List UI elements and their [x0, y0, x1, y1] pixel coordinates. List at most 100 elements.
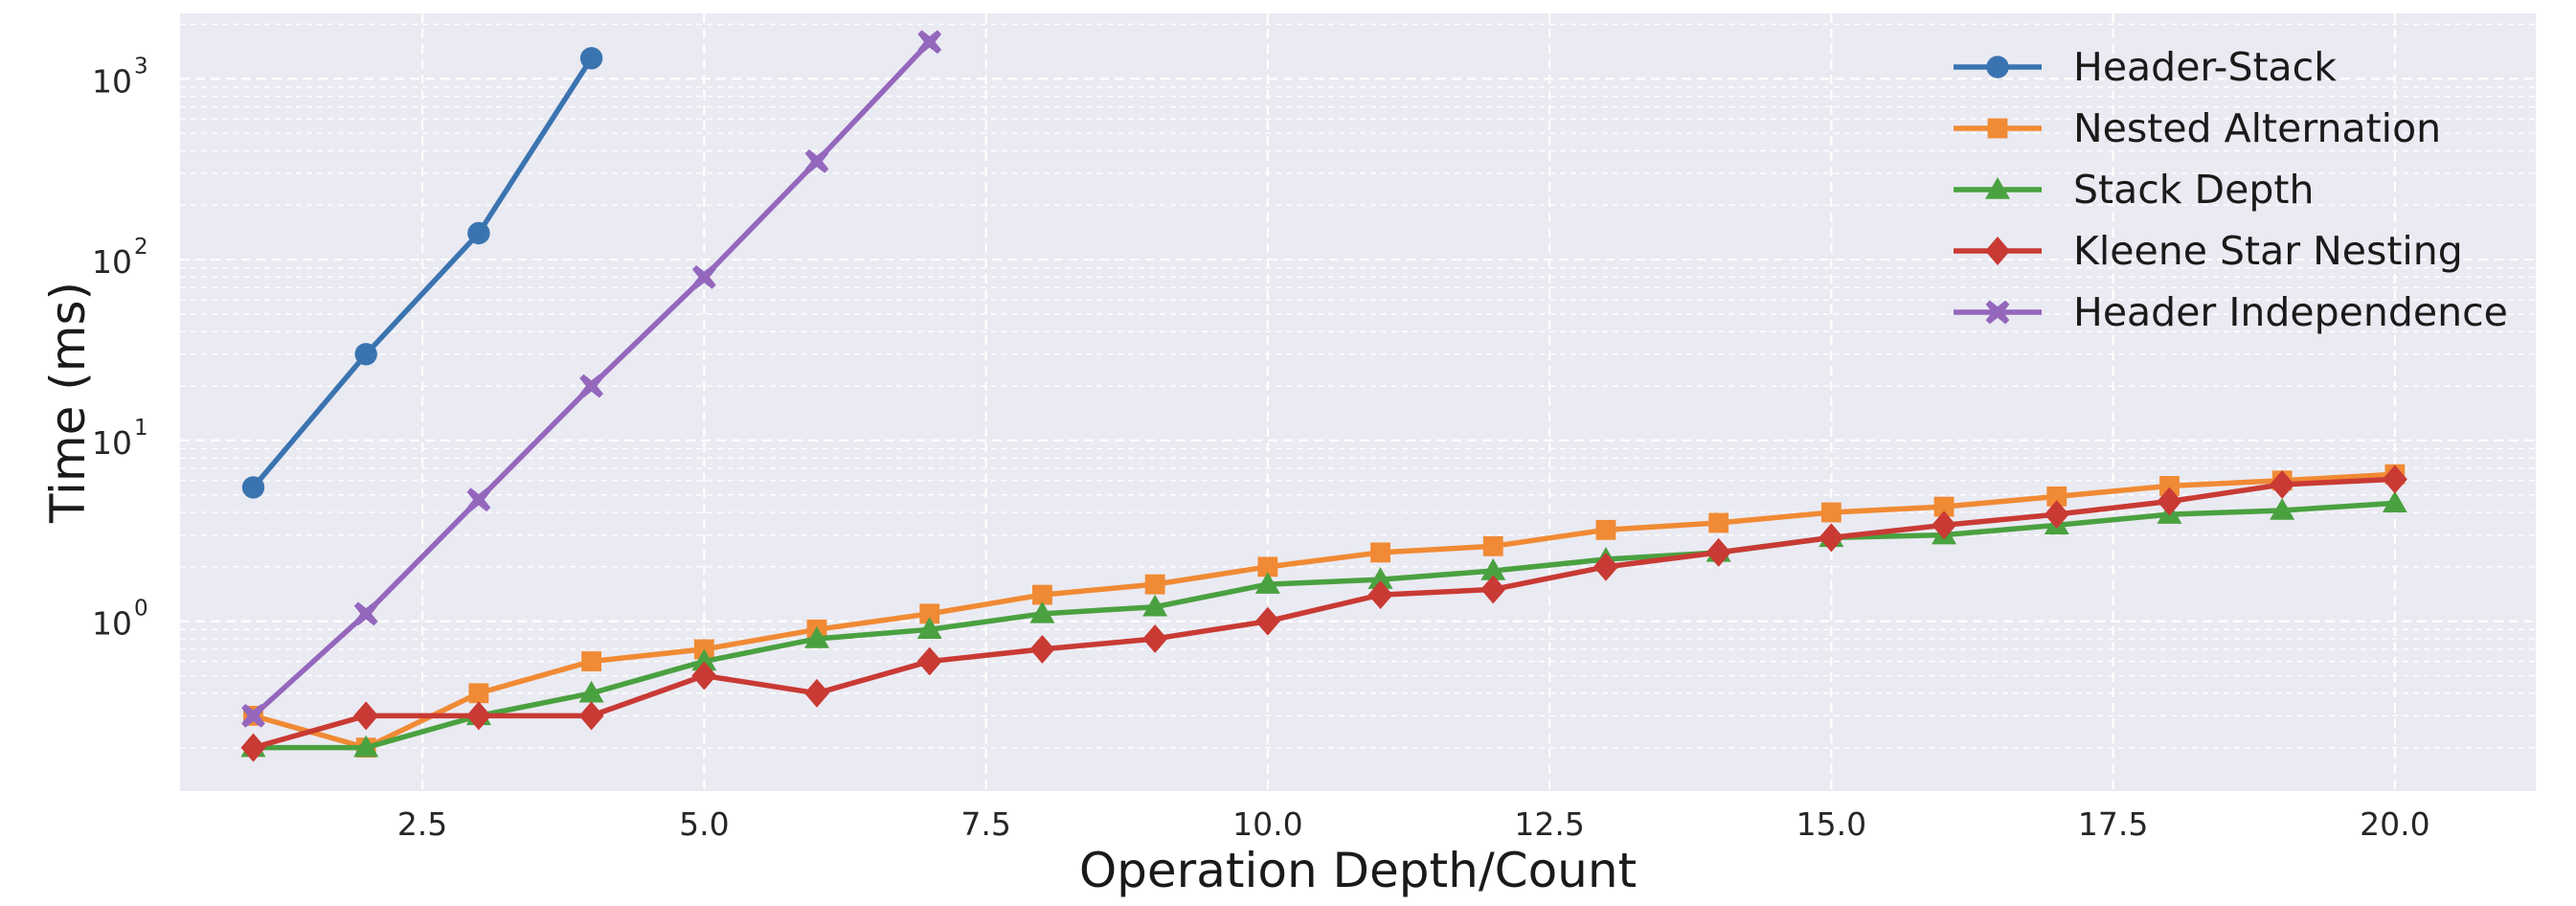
- data-point: [691, 661, 717, 691]
- data-point: [1144, 574, 1165, 595]
- data-point: [1029, 600, 1055, 623]
- data-point: [1482, 535, 1503, 556]
- legend-marker: [1985, 177, 2010, 199]
- legend-label: Header-Stack: [2073, 44, 2337, 90]
- data-point: [354, 343, 377, 366]
- x-tick-label: 15.0: [1796, 805, 1866, 843]
- series-header-stack: [241, 47, 603, 499]
- x-axis-label: Operation Depth/Count: [1079, 843, 1637, 898]
- legend: Header-Stack Nested Alternation Stack Dept…: [1954, 44, 2508, 335]
- x-tick-labels: 2.5 5.0 7.5 10.0 12.5 15.0 17.5 20.0: [397, 805, 2430, 843]
- data-point: [2382, 464, 2407, 494]
- legend-marker: [1986, 56, 2009, 79]
- data-point: [579, 374, 603, 398]
- data-point: [1819, 523, 1844, 553]
- y-axis-label: Time (ms): [40, 282, 96, 524]
- major-grid: [180, 13, 2536, 791]
- y-tick-label: 10 3: [92, 54, 148, 100]
- data-point: [2159, 476, 2180, 496]
- legend-item: Header-Stack: [1954, 44, 2337, 90]
- data-point: [468, 683, 489, 704]
- data-point: [2270, 470, 2295, 499]
- series-header-independence: [241, 30, 942, 728]
- data-point: [1706, 537, 1731, 567]
- data-point: [353, 601, 378, 626]
- data-point: [1367, 567, 1393, 589]
- legend-item: Nested Alternation: [1954, 105, 2441, 151]
- data-point: [2046, 486, 2068, 507]
- data-point: [919, 603, 940, 624]
- data-point: [241, 704, 265, 728]
- data-point: [578, 680, 604, 703]
- data-point: [1257, 556, 1278, 578]
- data-point: [353, 735, 379, 758]
- x-tick-label: 7.5: [960, 805, 1010, 843]
- legend-item: Header Independence: [1954, 289, 2508, 335]
- data-point: [1367, 580, 1393, 610]
- data-point: [1595, 519, 1616, 540]
- legend-marker: [1985, 237, 2010, 265]
- data-point: [1254, 606, 1280, 636]
- data-point: [2382, 490, 2407, 513]
- data-point: [1142, 594, 1168, 617]
- data-point: [804, 678, 830, 708]
- series-kleene-star-nesting: [240, 464, 2407, 762]
- series-line: [250, 476, 2398, 751]
- data-point: [1820, 502, 1842, 523]
- data-point: [1370, 542, 1390, 563]
- legend-marker: [1985, 300, 2010, 325]
- legend-item: Stack Depth: [1954, 167, 2314, 213]
- series-line: [250, 500, 2398, 751]
- data-point: [578, 701, 604, 731]
- x-tick-label: 12.5: [1514, 805, 1584, 843]
- data-point: [1708, 512, 1729, 533]
- data-point: [579, 47, 603, 70]
- y-tick-exponent: 0: [134, 597, 148, 622]
- y-tick-exponent: 1: [134, 416, 148, 441]
- y-tick-exponent: 3: [134, 54, 148, 79]
- minor-grid: [180, 23, 2536, 749]
- data-point: [2157, 487, 2182, 516]
- data-point: [691, 265, 716, 289]
- data-point: [917, 30, 942, 55]
- y-tick-base: 10: [92, 243, 132, 281]
- data-point: [1480, 558, 1506, 580]
- data-point: [804, 625, 830, 648]
- data-point: [1032, 584, 1052, 605]
- legend-label: Stack Depth: [2073, 167, 2314, 213]
- x-tick-label: 17.5: [2078, 805, 2148, 843]
- data-point: [241, 476, 265, 499]
- legend-item: Kleene Star Nesting: [1954, 228, 2463, 274]
- y-tick-label: 10 2: [92, 235, 148, 281]
- y-tick-base: 10: [92, 62, 132, 100]
- data-point: [467, 221, 490, 245]
- data-point: [804, 149, 829, 173]
- legend-label: Nested Alternation: [2073, 105, 2441, 151]
- data-point: [1932, 510, 1957, 540]
- data-point: [1933, 496, 1955, 517]
- series-line: [250, 471, 2398, 751]
- data-point: [1593, 552, 1618, 581]
- legend-label: Kleene Star Nesting: [2073, 228, 2463, 274]
- x-tick-label: 20.0: [2360, 805, 2429, 843]
- data-point: [916, 646, 942, 676]
- series-layer: [240, 30, 2407, 762]
- x-tick-label: 2.5: [397, 805, 447, 843]
- series-line: [250, 56, 595, 490]
- y-tick-base: 10: [92, 605, 132, 643]
- data-point: [1254, 572, 1280, 594]
- x-tick-label: 5.0: [679, 805, 729, 843]
- x-tick-label: 10.0: [1232, 805, 1302, 843]
- data-point: [353, 701, 379, 731]
- data-point: [1142, 624, 1168, 653]
- legend-label: Header Independence: [2073, 289, 2508, 335]
- legend-marker: [1987, 118, 2008, 139]
- data-point: [2270, 497, 2295, 520]
- data-point: [691, 648, 717, 671]
- y-tick-label: 10 0: [92, 597, 148, 643]
- y-tick-base: 10: [92, 424, 132, 462]
- y-tick-label: 10 1: [92, 416, 148, 462]
- data-point: [240, 733, 266, 762]
